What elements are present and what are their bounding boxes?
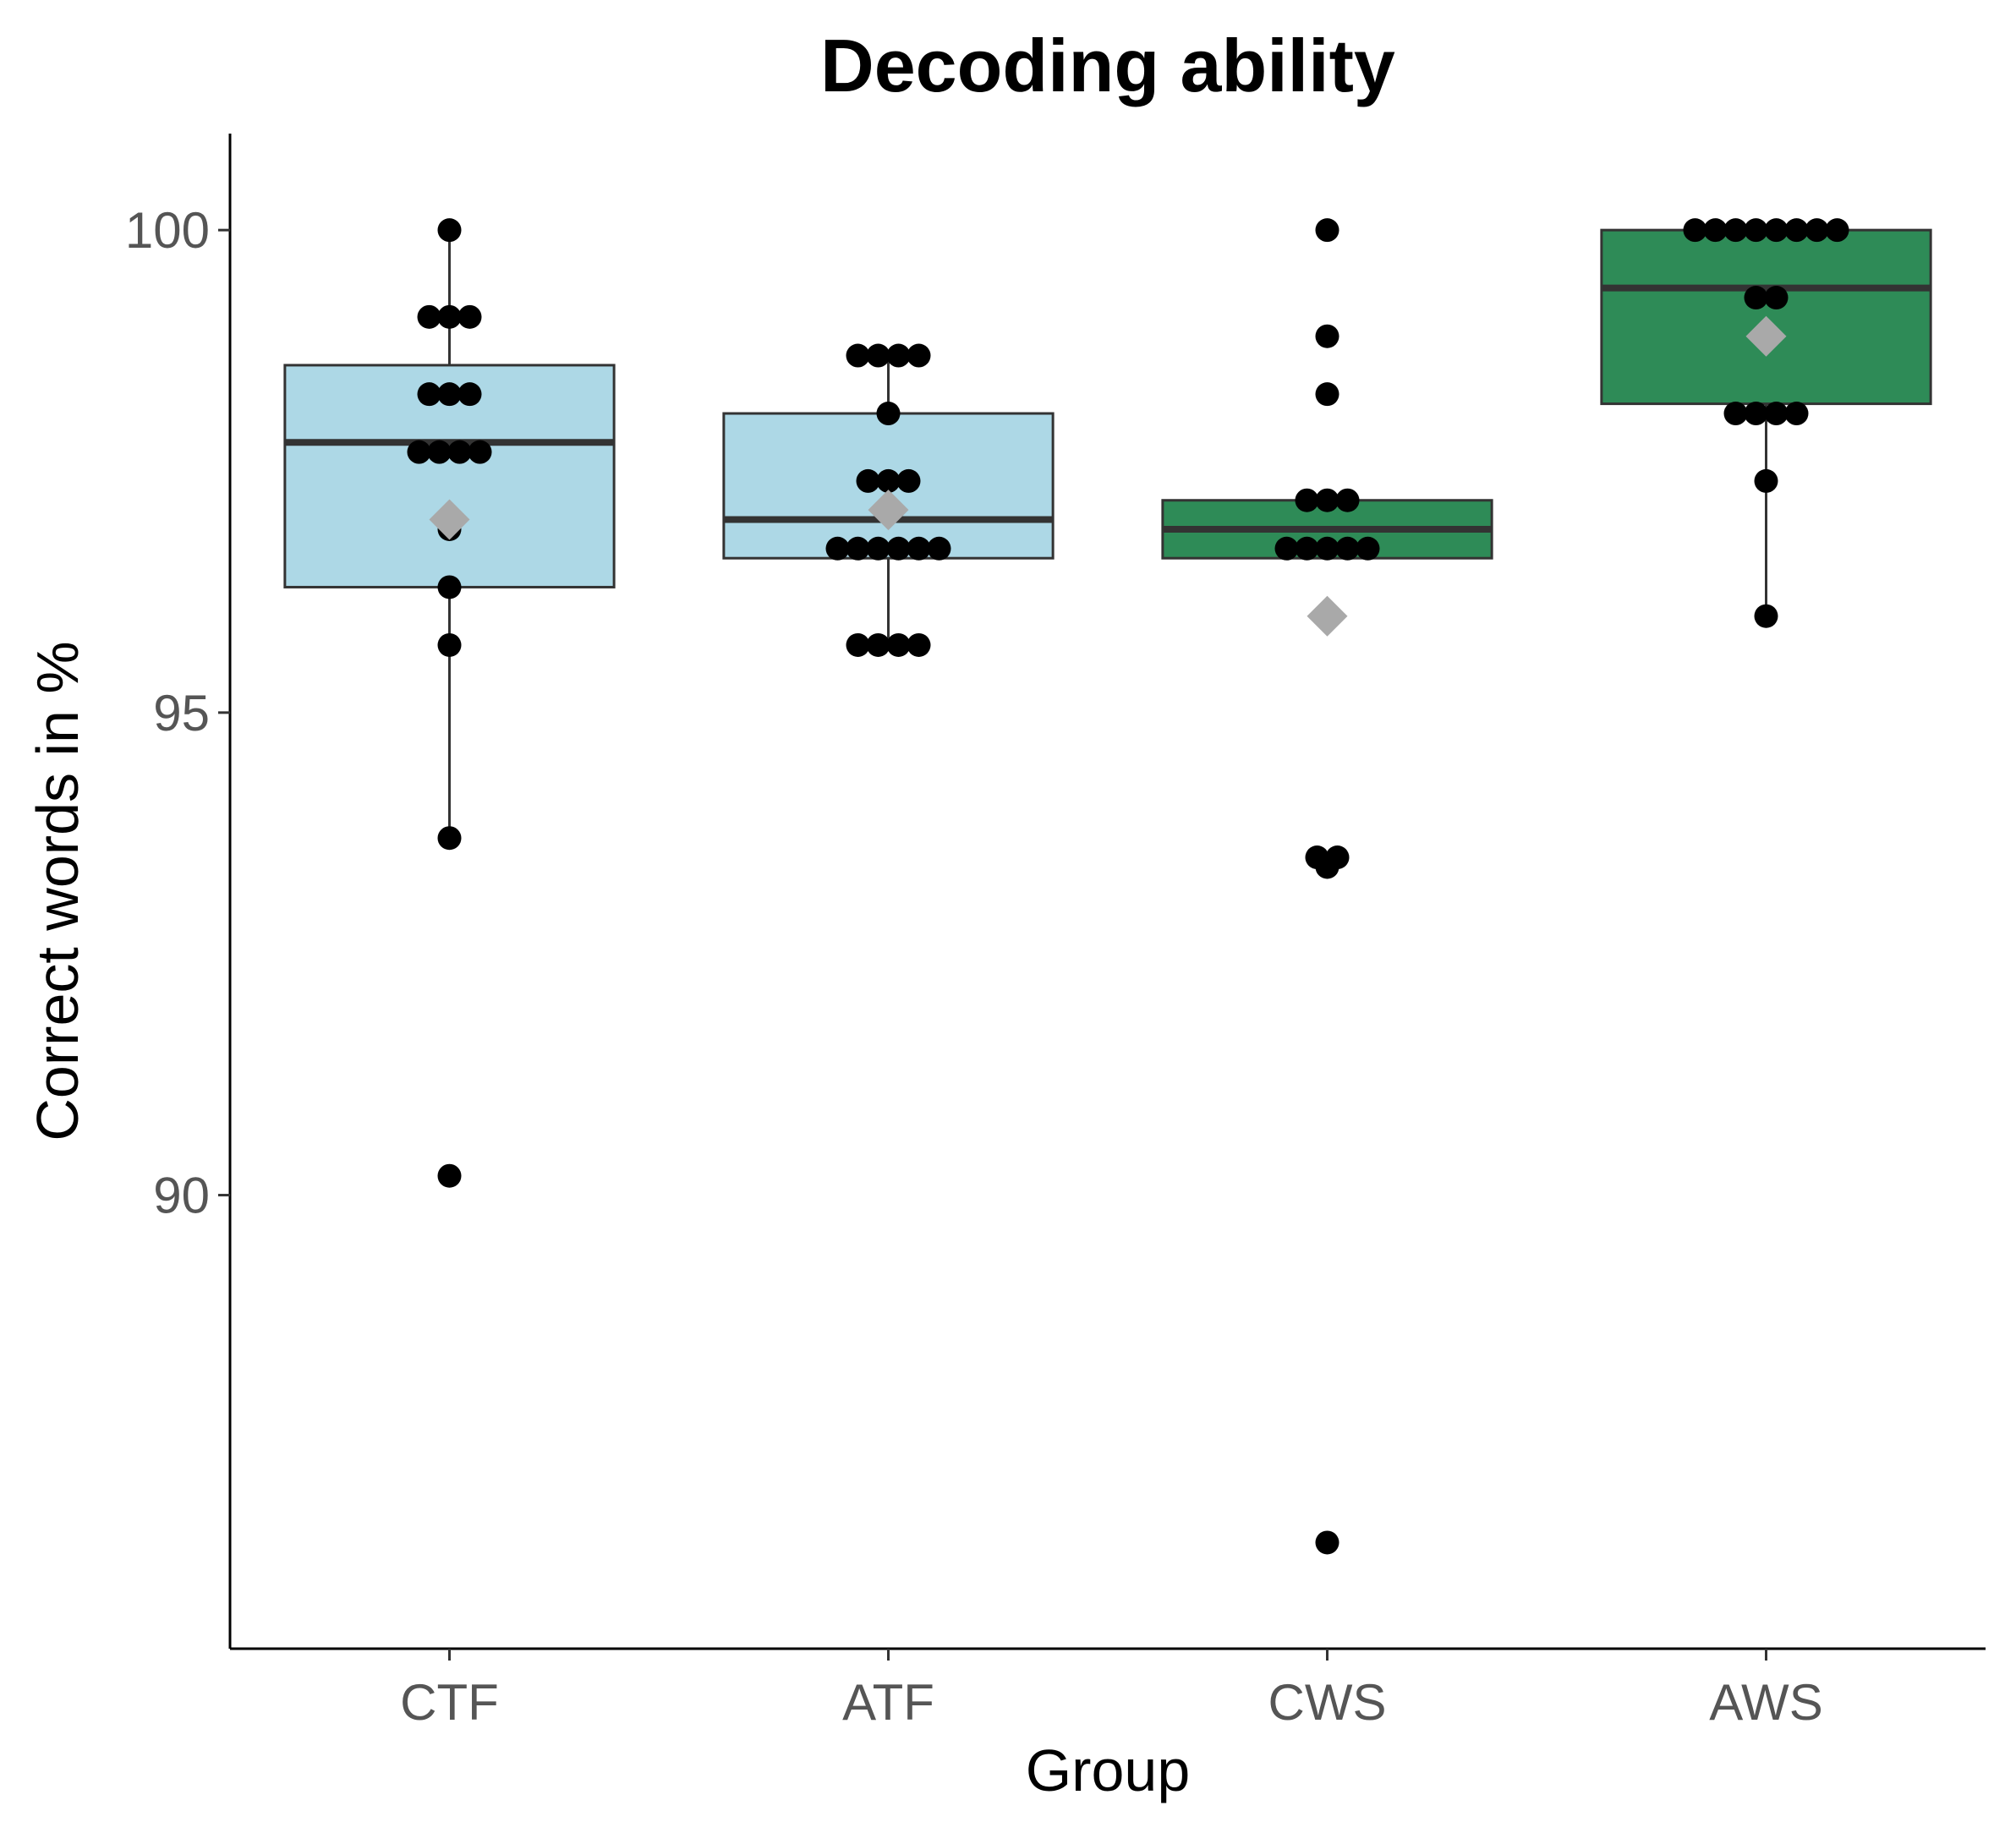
y-tick-label: 90: [153, 1168, 210, 1224]
data-point: [417, 382, 441, 407]
data-point: [896, 468, 921, 493]
data-point: [437, 575, 462, 599]
data-point: [1784, 402, 1809, 426]
data-point: [1315, 382, 1339, 407]
data-point: [1754, 468, 1778, 493]
data-point: [846, 343, 870, 368]
data-point: [1335, 488, 1360, 512]
data-point: [1335, 536, 1360, 561]
data-point: [1315, 218, 1339, 243]
data-point: [1315, 488, 1339, 512]
data-point: [1754, 604, 1778, 628]
data-point: [417, 304, 441, 329]
data-point: [876, 402, 901, 426]
x-tick-label: CTF: [400, 1674, 499, 1731]
data-point: [846, 536, 870, 561]
data-point: [907, 536, 931, 561]
data-point: [427, 440, 452, 464]
data-point: [927, 536, 951, 561]
data-point: [1764, 402, 1789, 426]
data-point: [907, 632, 931, 657]
box-group-atf: [722, 343, 1055, 657]
data-point: [437, 304, 462, 329]
mean-marker: [1745, 315, 1787, 357]
chart-title: Decoding ability: [820, 24, 1395, 107]
data-point: [1315, 1530, 1339, 1555]
data-point: [907, 343, 931, 368]
data-point: [1744, 218, 1768, 243]
data-point: [1703, 218, 1728, 243]
data-point: [1274, 536, 1299, 561]
data-point: [437, 632, 462, 657]
data-point: [1825, 218, 1849, 243]
box-group-cws: [1161, 218, 1493, 1555]
y-tick-label: 95: [153, 685, 210, 741]
data-point: [1683, 218, 1707, 243]
data-point: [1315, 324, 1339, 348]
data-point: [825, 536, 850, 561]
x-tick-label: AWS: [1709, 1674, 1822, 1731]
data-point: [1764, 286, 1789, 310]
data-point: [876, 468, 901, 493]
data-point: [1744, 402, 1768, 426]
data-point: [1723, 402, 1748, 426]
box-group-ctf: [283, 218, 616, 1188]
box-group-aws: [1600, 218, 1932, 628]
data-point: [1356, 536, 1380, 561]
data-point: [437, 1163, 462, 1188]
data-point: [407, 440, 431, 464]
data-point: [437, 826, 462, 851]
y-axis-title: Correct words in %: [25, 641, 90, 1141]
data-point: [886, 343, 911, 368]
data-point: [866, 343, 890, 368]
data-point: [437, 382, 462, 407]
data-point: [1723, 218, 1748, 243]
x-axis-title: Group: [1026, 1737, 1191, 1803]
data-point: [1805, 218, 1829, 243]
data-point: [437, 218, 462, 243]
data-point: [457, 304, 482, 329]
data-point: [846, 632, 870, 657]
data-point: [866, 632, 890, 657]
data-point: [1764, 218, 1789, 243]
data-point: [1784, 218, 1809, 243]
data-point: [447, 440, 472, 464]
mean-marker: [868, 490, 909, 531]
mean-marker: [429, 499, 470, 540]
data-point: [1744, 286, 1768, 310]
x-axis-ticks: CTF ATF CWS AWS: [400, 1649, 1823, 1731]
data-point: [468, 440, 492, 464]
plot-area: [283, 218, 1932, 1555]
y-axis-ticks: 90 95 100: [125, 202, 230, 1224]
data-point: [1315, 855, 1339, 879]
data-point: [1315, 536, 1339, 561]
mean-marker: [1307, 595, 1348, 637]
data-point: [856, 468, 880, 493]
data-point: [866, 536, 890, 561]
data-point: [886, 536, 911, 561]
data-point: [1295, 488, 1319, 512]
y-tick-label: 100: [125, 202, 210, 259]
x-tick-label: CWS: [1268, 1674, 1387, 1731]
data-point: [1295, 536, 1319, 561]
data-point: [457, 382, 482, 407]
data-point: [886, 632, 911, 657]
x-tick-label: ATF: [842, 1674, 934, 1731]
